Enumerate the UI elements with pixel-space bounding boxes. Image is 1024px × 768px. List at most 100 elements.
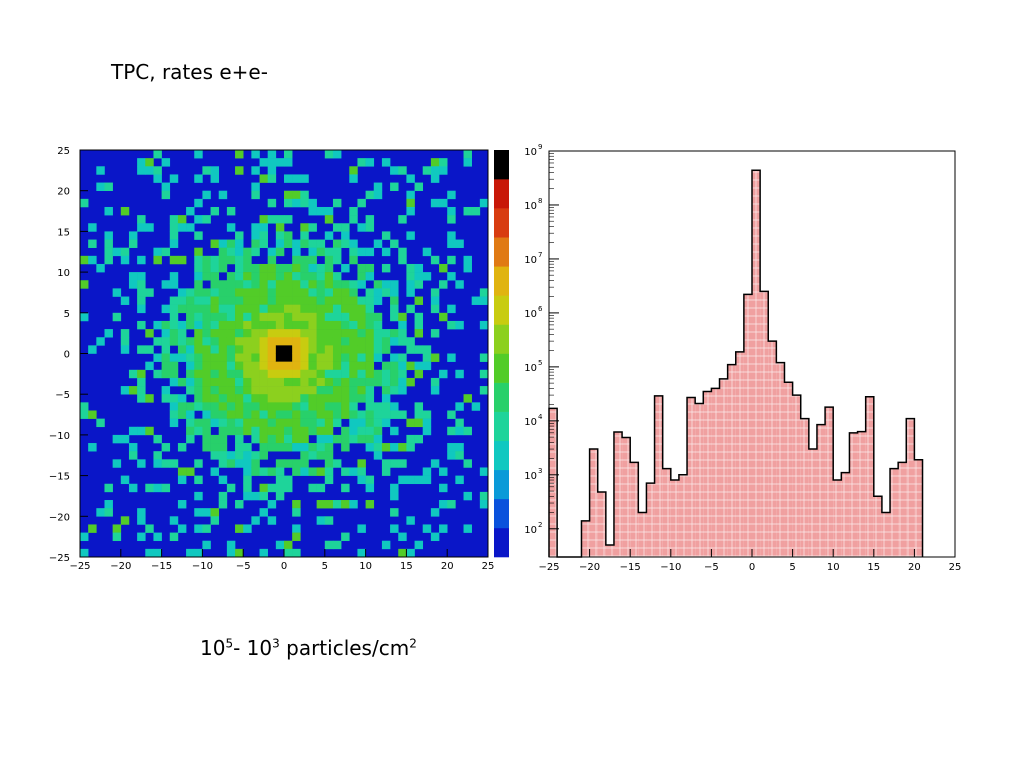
heatmap-cell <box>447 320 456 330</box>
heatmap-cell <box>128 369 138 379</box>
heatmap-cell <box>210 516 220 525</box>
heatmap-cell <box>210 272 220 281</box>
heatmap-cell <box>308 280 317 289</box>
heatmap-y-tick-label: 5 <box>64 309 70 320</box>
heatmap-cell <box>243 280 252 289</box>
heatmap-cell <box>226 304 236 314</box>
heatmap-x-tick-label: 10 <box>359 561 372 572</box>
heatmap-cell <box>251 377 260 387</box>
heatmap-cell <box>373 410 383 419</box>
heatmap-cell <box>373 434 383 444</box>
heatmap-cell <box>186 361 195 371</box>
heatmap-cell <box>251 467 260 476</box>
heatmap-cell <box>218 329 228 338</box>
heatmap-cell <box>251 369 260 379</box>
heatmap-cell <box>202 434 211 444</box>
heatmap-cell <box>284 150 293 159</box>
heatmap-cell <box>284 402 293 411</box>
heatmap-cell <box>275 223 285 232</box>
heatmap-cell <box>316 296 326 305</box>
heatmap-cell <box>235 231 244 240</box>
heatmap-cell <box>349 239 358 248</box>
heatmap-cell <box>235 500 244 509</box>
heatmap-cell <box>341 320 350 330</box>
heatmap-cell <box>373 296 383 305</box>
heatmap-cell <box>341 483 350 493</box>
heatmap-cell <box>284 377 293 387</box>
heatmap-cell <box>365 394 375 403</box>
heatmap-cell <box>275 467 285 476</box>
heatmap-cell <box>390 166 399 175</box>
heatmap-cell <box>275 280 285 289</box>
heatmap-cell <box>398 247 407 257</box>
heatmap-cell <box>169 215 179 224</box>
heatmap-cell <box>308 353 317 362</box>
heatmap-cell <box>332 247 342 257</box>
heatmap-cell <box>284 312 293 322</box>
heatmap-cell <box>202 263 211 273</box>
heatmap-cell <box>284 263 293 273</box>
heatmap-cell <box>194 304 203 314</box>
heatmap-cell <box>210 320 220 330</box>
heatmap-cell <box>300 280 309 289</box>
heatmap-cell <box>430 255 440 265</box>
heatmap-cell <box>373 443 383 452</box>
heatmap-cell <box>447 410 456 419</box>
heatmap-cell <box>324 296 334 305</box>
heatmap-cell <box>235 329 244 338</box>
heatmap-cell <box>243 377 252 387</box>
heatmap-cell <box>365 386 375 395</box>
heatmap-cell <box>88 524 97 533</box>
heatmap-cell <box>300 296 309 305</box>
heatmap-cell <box>177 337 187 346</box>
heatmap-cell <box>479 369 489 379</box>
heatmap-cell <box>128 483 138 493</box>
heatmap-cell <box>235 304 244 314</box>
heatmap-cell <box>226 337 236 346</box>
heatmap-cell <box>210 434 220 444</box>
heatmap-cell <box>324 540 334 550</box>
heatmap-cell <box>145 483 154 493</box>
heatmap-cell <box>226 459 236 468</box>
heatmap-cell <box>210 263 220 273</box>
heatmap-cell <box>243 410 252 419</box>
heatmap-y-tick-label: −20 <box>49 512 70 523</box>
heatmap-cell <box>365 329 375 338</box>
heatmap-cell <box>145 166 154 175</box>
heatmap-cell <box>177 500 187 509</box>
heatmap-cell <box>439 166 448 175</box>
heatmap-cell <box>414 296 424 305</box>
heatmap-cell <box>243 320 252 330</box>
heatmap-cell <box>357 247 366 257</box>
heatmap-cell <box>292 320 301 330</box>
heatmap-cell <box>292 353 301 362</box>
heatmap-cell <box>251 280 260 289</box>
heatmap-cell <box>235 166 244 175</box>
heatmap-cell <box>153 150 162 159</box>
heatmap-cell <box>153 353 162 362</box>
heatmap-cell <box>357 467 366 476</box>
heatmap-cell <box>243 524 252 533</box>
heatmap-cell <box>300 402 309 411</box>
heatmap-cell <box>177 443 187 452</box>
heatmap-cell <box>292 369 301 379</box>
heatmap-cell <box>324 451 334 460</box>
heatmap-cell <box>202 418 211 428</box>
caption-sep: - <box>233 636 247 660</box>
heatmap-cell <box>390 402 399 411</box>
heatmap-cell <box>373 369 383 379</box>
heatmap-cell <box>284 280 293 289</box>
heatmap-cell <box>186 337 195 346</box>
heatmap-cell <box>300 337 309 346</box>
heatmap-cell <box>341 263 350 273</box>
heatmap-cell <box>300 288 309 297</box>
heatmap-cell <box>137 377 146 387</box>
heatmap-cell <box>324 434 334 444</box>
heatmap-cell <box>300 451 309 460</box>
heatmap-cell <box>251 337 260 346</box>
heatmap-cell <box>292 304 301 314</box>
heatmap-cell <box>430 532 440 542</box>
heatmap-cell <box>357 459 366 468</box>
heatmap-cell <box>300 377 309 387</box>
heatmap-cell <box>341 337 350 346</box>
